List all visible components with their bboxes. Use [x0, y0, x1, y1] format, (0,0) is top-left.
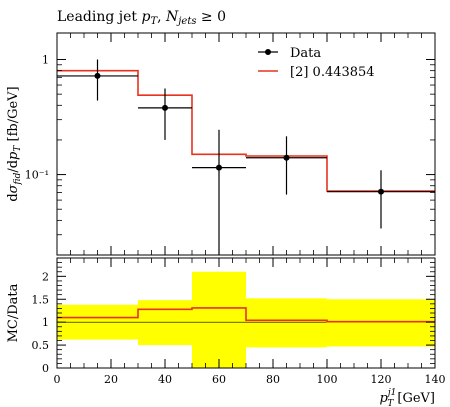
- ratio-mc-line: [57, 307, 435, 323]
- data-point-0: [94, 72, 101, 79]
- ratio-band-bin-2: [192, 271, 246, 368]
- x-tick-label-0: 0: [54, 373, 61, 386]
- ratio-band-bin-3: [246, 298, 327, 348]
- legend-mc-label: [2] 0.443854: [290, 65, 375, 80]
- x-tick-label-5: 100: [317, 373, 338, 386]
- main-y-tick-label-0: 1: [42, 54, 49, 67]
- ratio-frame: [56, 257, 436, 369]
- x-tick-label-3: 60: [212, 373, 226, 386]
- x-tick-label-1: 20: [104, 373, 118, 386]
- x-tick-label-6: 120: [371, 373, 392, 386]
- x-tick-label-4: 80: [266, 373, 280, 386]
- legend-data-label: Data: [290, 46, 321, 61]
- main-plot: 1 10⁻¹: [25, 32, 436, 256]
- plot-title: Leading jet pT, Njets ≥ 0: [57, 9, 226, 27]
- legend: Data [2] 0.443854: [258, 46, 375, 80]
- main-y-tick-label-1: 10⁻¹: [25, 169, 49, 182]
- data-point-4: [378, 188, 384, 195]
- ratio-y-tick-label-2: 1: [42, 316, 49, 329]
- main-y-axis-label: dσfid/dpT [fb/GeV]: [6, 86, 23, 201]
- ratio-y-tick-label-1: 0.5: [32, 339, 50, 352]
- ratio-ticks: 00.511.520 20 40 60 80 100 120 140: [32, 258, 446, 386]
- ratio-band-bin-1: [138, 300, 192, 346]
- data-point-2: [216, 164, 222, 171]
- x-tick-label-7: 140: [425, 373, 446, 386]
- ratio-y-tick-label-0: 0: [42, 362, 49, 375]
- legend-data-marker: [265, 49, 271, 55]
- mc-histogram-line: [57, 69, 435, 192]
- ratio-y-tick-label-4: 2: [42, 270, 49, 283]
- main-frame: [56, 32, 436, 256]
- ratio-y-axis-label: MC/Data: [6, 283, 21, 342]
- ratio-band-bin-4: [327, 299, 435, 347]
- data-point-1: [162, 104, 168, 111]
- main-ticks: 1 10⁻¹: [25, 33, 436, 256]
- mc-histogram: [57, 69, 435, 192]
- x-axis-label: pj1 T [GeV]: [380, 388, 436, 407]
- ratio-line: [57, 307, 435, 323]
- ratio-y-tick-label-3: 1.5: [32, 293, 50, 306]
- data-points: [57, 59, 435, 255]
- ratio-plot: 00.511.520 20 40 60 80 100 120 140: [32, 257, 446, 386]
- data-point-3: [283, 154, 290, 161]
- x-tick-label-2: 40: [158, 373, 172, 386]
